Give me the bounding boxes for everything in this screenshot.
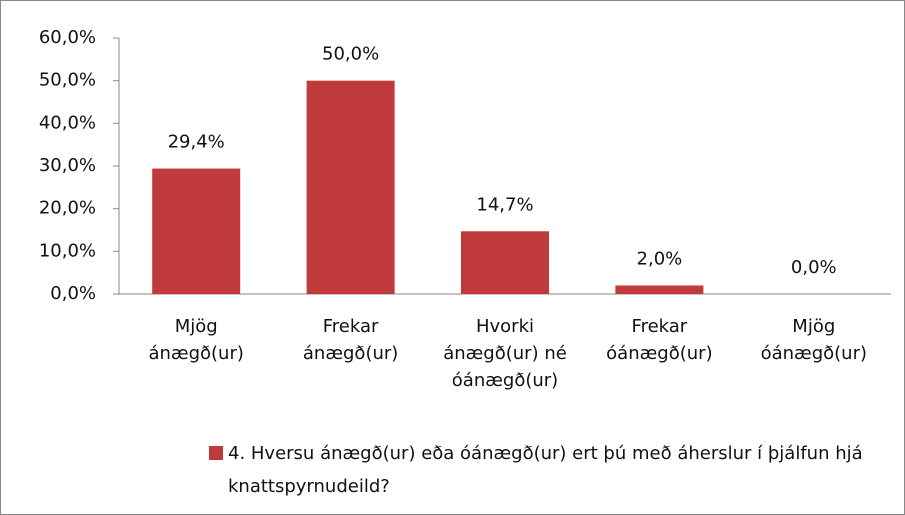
data-label: 50,0%: [322, 44, 379, 65]
y-tick-label: 30,0%: [39, 155, 96, 176]
data-label: 0,0%: [791, 257, 837, 278]
bar: [152, 168, 241, 294]
legend-label: 4. Hversu ánægð(ur) eða óánægð(ur) ert þ…: [228, 443, 863, 497]
y-tick-label: 60,0%: [39, 27, 96, 48]
y-tick-label: 50,0%: [39, 70, 96, 91]
x-tick-label: Mjög óánægð(ur): [760, 316, 867, 364]
x-tick-label: Mjög ánægð(ur): [148, 316, 244, 364]
y-tick-label: 10,0%: [39, 240, 96, 261]
y-tick-label: 20,0%: [39, 198, 96, 219]
x-tick-label: Frekar ánægð(ur): [302, 316, 399, 364]
bar: [615, 285, 704, 294]
legend-swatch: [209, 446, 223, 460]
legend: 4. Hversu ánægð(ur) eða óánægð(ur) ert þ…: [209, 437, 869, 503]
y-tick-label: 40,0%: [39, 112, 96, 133]
bar: [461, 231, 549, 294]
x-tick-label: Hvorki ánægð(ur) né óánægð(ur): [443, 316, 567, 391]
data-label: 14,7%: [476, 194, 533, 215]
data-label: 29,4%: [168, 132, 225, 153]
data-label: 2,0%: [637, 248, 683, 269]
y-tick-label: 0,0%: [50, 283, 96, 304]
bar: [306, 80, 395, 295]
x-tick-label: Frekar óánægð(ur): [606, 316, 713, 364]
